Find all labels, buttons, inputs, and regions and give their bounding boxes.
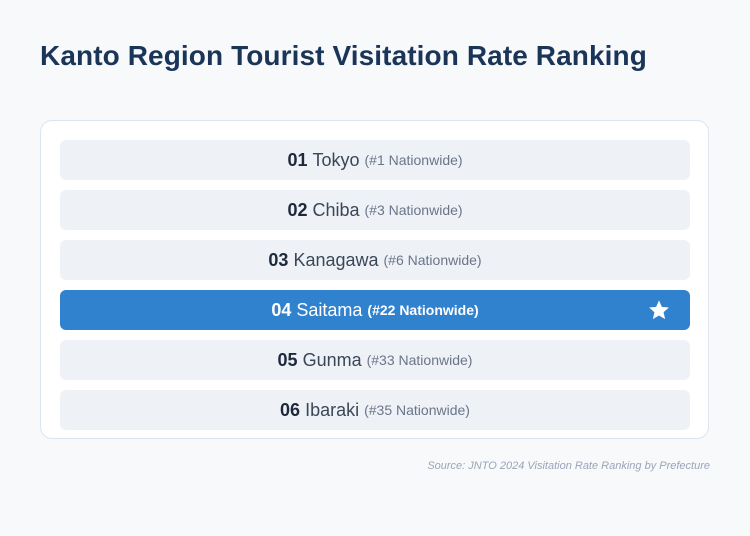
page-title: Kanto Region Tourist Visitation Rate Ran… — [40, 40, 647, 71]
rank-number: 03 — [268, 249, 289, 270]
rank-number: 06 — [280, 399, 301, 420]
nationwide-rank: (#1 Nationwide) — [364, 152, 463, 168]
prefecture-name: Tokyo — [312, 149, 360, 170]
ranking-row-saitama-highlighted: 04 Saitama (#22 Nationwide) — [60, 290, 690, 330]
rank-number: 02 — [287, 199, 308, 220]
nationwide-rank: (#3 Nationwide) — [364, 202, 463, 218]
ranking-row-kanagawa: 03 Kanagawa (#6 Nationwide) — [60, 240, 690, 280]
rank-number: 05 — [277, 349, 298, 370]
nationwide-rank: (#33 Nationwide) — [366, 352, 473, 368]
nationwide-rank: (#35 Nationwide) — [364, 402, 470, 418]
prefecture-name: Kanagawa — [293, 249, 379, 270]
prefecture-name: Ibaraki — [305, 399, 360, 420]
prefecture-name: Gunma — [302, 349, 362, 370]
ranking-row-gunma: 05 Gunma (#33 Nationwide) — [60, 340, 690, 380]
source-caption: Source: JNTO 2024 Visitation Rate Rankin… — [427, 460, 710, 472]
prefecture-name: Chiba — [312, 199, 360, 220]
ranking-row-tokyo: 01 Tokyo (#1 Nationwide) — [60, 140, 690, 180]
nationwide-rank: (#22 Nationwide) — [367, 302, 479, 318]
rank-number: 04 — [271, 299, 292, 320]
prefecture-name: Saitama — [296, 299, 363, 320]
ranking-list: 01 Tokyo (#1 Nationwide) 02 Chiba (#3 Na… — [60, 140, 690, 440]
rank-number: 01 — [287, 149, 308, 170]
star-icon — [649, 300, 669, 320]
ranking-row-ibaraki: 06 Ibaraki (#35 Nationwide) — [60, 390, 690, 430]
nationwide-rank: (#6 Nationwide) — [383, 252, 482, 268]
ranking-row-chiba: 02 Chiba (#3 Nationwide) — [60, 190, 690, 230]
ranking-card: 01 Tokyo (#1 Nationwide) 02 Chiba (#3 Na… — [40, 120, 709, 439]
